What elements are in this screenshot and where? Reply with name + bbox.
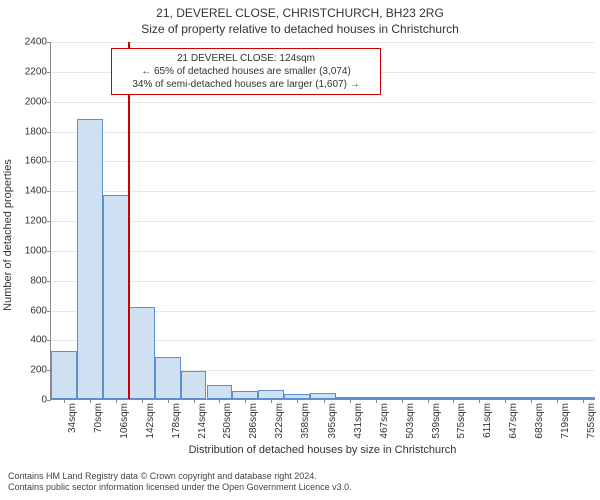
footer-attribution: Contains HM Land Registry data © Crown c… <box>0 467 600 500</box>
chart-title-address: 21, DEVEREL CLOSE, CHRISTCHURCH, BH23 2R… <box>0 6 600 20</box>
y-tick-label: 400 <box>30 335 47 346</box>
x-tick <box>428 399 429 403</box>
histogram-bar <box>77 119 103 399</box>
x-tick <box>168 399 169 403</box>
x-tick <box>90 399 91 403</box>
chart-plot-area: 0200400600800100012001400160018002000220… <box>50 42 595 400</box>
y-tick <box>47 102 51 103</box>
x-tick-label: 467sqm <box>379 403 390 439</box>
x-tick-label: 431sqm <box>353 403 364 439</box>
y-tick-label: 2400 <box>25 37 47 48</box>
x-tick-label: 755sqm <box>586 403 597 439</box>
y-tick-label: 200 <box>30 365 47 376</box>
histogram-bar <box>207 385 233 399</box>
x-tick-label: 358sqm <box>300 403 311 439</box>
x-tick-label: 34sqm <box>67 403 78 433</box>
y-tick <box>47 311 51 312</box>
x-tick <box>297 399 298 403</box>
x-tick <box>402 399 403 403</box>
annotation-line: 34% of semi-detached houses are larger (… <box>118 78 374 91</box>
histogram-bar <box>103 195 129 399</box>
grid-line <box>51 221 595 222</box>
y-axis-label: Number of detached properties <box>2 83 14 235</box>
y-tick-label: 600 <box>30 305 47 316</box>
y-tick-label: 1000 <box>25 245 47 256</box>
x-tick <box>142 399 143 403</box>
x-tick <box>557 399 558 403</box>
x-tick-label: 286sqm <box>248 403 259 439</box>
property-marker-line <box>128 42 130 399</box>
x-tick <box>505 399 506 403</box>
x-tick-label: 647sqm <box>508 403 519 439</box>
x-tick <box>271 399 272 403</box>
x-tick-label: 395sqm <box>327 403 338 439</box>
x-tick-label: 611sqm <box>482 403 493 438</box>
x-tick <box>479 399 480 403</box>
y-tick <box>47 400 51 401</box>
x-tick <box>64 399 65 403</box>
grid-line <box>51 132 595 133</box>
histogram-bar <box>232 391 258 399</box>
x-tick-label: 503sqm <box>405 403 416 439</box>
histogram-bar <box>258 390 284 399</box>
annotation-line: ← 65% of detached houses are smaller (3,… <box>118 65 374 78</box>
grid-line <box>51 42 595 43</box>
x-tick-label: 142sqm <box>145 403 156 439</box>
histogram-bar <box>155 357 181 399</box>
x-tick <box>583 399 584 403</box>
y-tick-label: 1800 <box>25 126 47 137</box>
x-tick-label: 214sqm <box>197 403 208 439</box>
x-tick <box>350 399 351 403</box>
x-tick-label: 719sqm <box>560 403 571 439</box>
annotation-box: 21 DEVEREL CLOSE: 124sqm ← 65% of detach… <box>111 48 381 95</box>
y-tick-label: 2200 <box>25 66 47 77</box>
y-tick <box>47 221 51 222</box>
y-tick <box>47 340 51 341</box>
y-tick-label: 800 <box>30 275 47 286</box>
y-tick <box>47 132 51 133</box>
x-tick-label: 106sqm <box>119 403 130 439</box>
x-tick-label: 575sqm <box>456 403 467 439</box>
y-tick-label: 2000 <box>25 96 47 107</box>
y-tick <box>47 191 51 192</box>
histogram-bar <box>129 307 155 399</box>
histogram-bar <box>51 351 77 399</box>
y-tick-label: 1400 <box>25 186 47 197</box>
x-tick-label: 539sqm <box>431 403 442 439</box>
grid-line <box>51 102 595 103</box>
x-tick-label: 250sqm <box>222 403 233 439</box>
x-tick-label: 70sqm <box>93 403 104 433</box>
y-tick <box>47 42 51 43</box>
x-tick <box>531 399 532 403</box>
x-tick <box>453 399 454 403</box>
x-tick-label: 683sqm <box>534 403 545 439</box>
footer-line: Contains public sector information licen… <box>8 482 592 494</box>
histogram-bar <box>181 371 207 399</box>
annotation-line: 21 DEVEREL CLOSE: 124sqm <box>118 52 374 65</box>
y-tick-label: 0 <box>41 395 47 406</box>
grid-line <box>51 281 595 282</box>
grid-line <box>51 251 595 252</box>
x-tick <box>245 399 246 403</box>
x-tick <box>194 399 195 403</box>
x-tick <box>324 399 325 403</box>
y-tick <box>47 251 51 252</box>
x-axis-label: Distribution of detached houses by size … <box>50 444 595 456</box>
chart-title-subtitle: Size of property relative to detached ho… <box>0 22 600 36</box>
x-tick <box>116 399 117 403</box>
y-tick-label: 1600 <box>25 156 47 167</box>
grid-line <box>51 191 595 192</box>
footer-line: Contains HM Land Registry data © Crown c… <box>8 471 592 483</box>
x-tick <box>376 399 377 403</box>
y-tick <box>47 161 51 162</box>
y-tick-label: 1200 <box>25 216 47 227</box>
x-tick-label: 322sqm <box>274 403 285 439</box>
x-tick-label: 178sqm <box>171 403 182 439</box>
y-tick <box>47 72 51 73</box>
grid-line <box>51 161 595 162</box>
y-tick <box>47 281 51 282</box>
x-tick <box>219 399 220 403</box>
